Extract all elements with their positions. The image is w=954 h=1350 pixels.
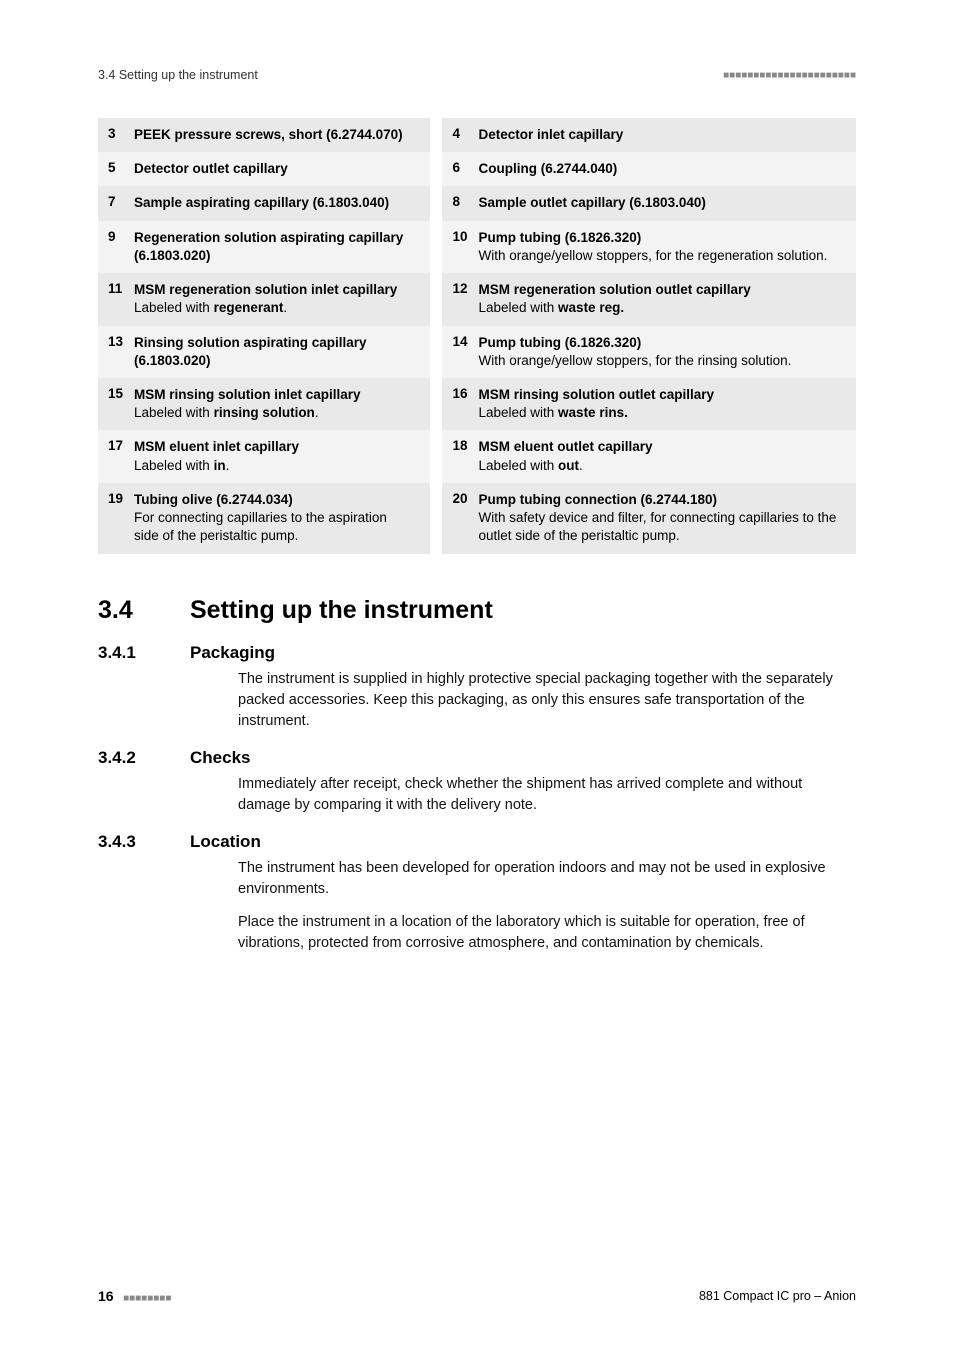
legend-row: 5Detector outlet capillary 6Coupling (6.2… bbox=[98, 152, 856, 186]
legend-row: 19Tubing olive (6.2744.034)For connectin… bbox=[98, 483, 856, 554]
legend-cell: Coupling (6.2744.040) bbox=[478, 152, 856, 186]
legend-cell: 20 bbox=[442, 483, 478, 554]
legend-row: 11MSM regeneration solution inlet capill… bbox=[98, 273, 856, 325]
legend-gap bbox=[430, 186, 442, 220]
legend-cell: MSM rinsing solution outlet capillaryLab… bbox=[478, 378, 856, 430]
subsection-heading: 3.4.3Location bbox=[98, 832, 856, 852]
legend-cell: 11 bbox=[98, 273, 134, 325]
legend-cell: Tubing olive (6.2744.034)For connecting … bbox=[134, 483, 430, 554]
legend-cell: Sample aspirating capillary (6.1803.040) bbox=[134, 186, 430, 220]
legend-cell: 6 bbox=[442, 152, 478, 186]
legend-gap bbox=[430, 273, 442, 325]
legend-gap bbox=[430, 118, 442, 152]
footer-left: 16 ■■■■■■■■ bbox=[98, 1288, 171, 1304]
section-title-text: Setting up the instrument bbox=[190, 596, 493, 624]
body-paragraph: Immediately after receipt, check whether… bbox=[238, 774, 856, 816]
legend-cell: 13 bbox=[98, 326, 134, 378]
legend-cell: 17 bbox=[98, 430, 134, 482]
legend-cell: Regeneration solution aspirating capilla… bbox=[134, 221, 430, 273]
legend-row: 17MSM eluent inlet capillaryLabeled with… bbox=[98, 430, 856, 482]
footer-dashes: ■■■■■■■■ bbox=[123, 1293, 171, 1304]
legend-cell: MSM eluent outlet capillaryLabeled with … bbox=[478, 430, 856, 482]
legend-cell: MSM rinsing solution inlet capillaryLabe… bbox=[134, 378, 430, 430]
header-section-ref: 3.4 Setting up the instrument bbox=[98, 68, 258, 82]
body-paragraph: The instrument is supplied in highly pro… bbox=[238, 669, 856, 732]
legend-cell: Detector inlet capillary bbox=[478, 118, 856, 152]
legend-cell: MSM eluent inlet capillaryLabeled with i… bbox=[134, 430, 430, 482]
legend-cell: MSM regeneration solution inlet capillar… bbox=[134, 273, 430, 325]
subsection-heading: 3.4.1Packaging bbox=[98, 643, 856, 663]
legend-cell: Sample outlet capillary (6.1803.040) bbox=[478, 186, 856, 220]
legend-cell: 15 bbox=[98, 378, 134, 430]
legend-cell: Rinsing solution aspirating capillary (6… bbox=[134, 326, 430, 378]
footer-doc: 881 Compact IC pro – Anion bbox=[699, 1289, 856, 1303]
page-number: 16 bbox=[98, 1288, 114, 1304]
legend-row: 7Sample aspirating capillary (6.1803.040… bbox=[98, 186, 856, 220]
legend-cell: Detector outlet capillary bbox=[134, 152, 430, 186]
legend-row: 13Rinsing solution aspirating capillary … bbox=[98, 326, 856, 378]
legend-cell: MSM regeneration solution outlet capilla… bbox=[478, 273, 856, 325]
legend-gap bbox=[430, 326, 442, 378]
page-header: 3.4 Setting up the instrument ■■■■■■■■■■… bbox=[98, 68, 856, 82]
legend-cell: 8 bbox=[442, 186, 478, 220]
legend-cell: 3 bbox=[98, 118, 134, 152]
legend-gap bbox=[430, 221, 442, 273]
legend-gap bbox=[430, 152, 442, 186]
legend-cell: Pump tubing connection (6.2744.180)With … bbox=[478, 483, 856, 554]
legend-cell: 18 bbox=[442, 430, 478, 482]
legend-cell: Pump tubing (6.1826.320)With orange/yell… bbox=[478, 326, 856, 378]
legend-cell: 7 bbox=[98, 186, 134, 220]
legend-cell: 9 bbox=[98, 221, 134, 273]
body-paragraph: Place the instrument in a location of th… bbox=[238, 912, 856, 954]
legend-row: 9Regeneration solution aspirating capill… bbox=[98, 221, 856, 273]
body-paragraph: The instrument has been developed for op… bbox=[238, 858, 856, 900]
legend-cell: 14 bbox=[442, 326, 478, 378]
legend-gap bbox=[430, 430, 442, 482]
section-num: 3.4 bbox=[98, 596, 190, 625]
legend-gap bbox=[430, 483, 442, 554]
legend-table: 3PEEK pressure screws, short (6.2744.070… bbox=[98, 118, 856, 554]
legend-row: 15MSM rinsing solution inlet capillaryLa… bbox=[98, 378, 856, 430]
page-footer: 16 ■■■■■■■■ 881 Compact IC pro – Anion bbox=[98, 1288, 856, 1304]
header-dashes: ■■■■■■■■■■■■■■■■■■■■■■ bbox=[723, 70, 856, 81]
legend-cell: 19 bbox=[98, 483, 134, 554]
legend-cell: PEEK pressure screws, short (6.2744.070) bbox=[134, 118, 430, 152]
legend-cell: 4 bbox=[442, 118, 478, 152]
legend-gap bbox=[430, 378, 442, 430]
section-heading: 3.4Setting up the instrument bbox=[98, 596, 856, 625]
legend-row: 3PEEK pressure screws, short (6.2744.070… bbox=[98, 118, 856, 152]
legend-cell: 5 bbox=[98, 152, 134, 186]
legend-cell: 16 bbox=[442, 378, 478, 430]
legend-cell: 10 bbox=[442, 221, 478, 273]
legend-cell: Pump tubing (6.1826.320)With orange/yell… bbox=[478, 221, 856, 273]
subsection-heading: 3.4.2Checks bbox=[98, 748, 856, 768]
legend-cell: 12 bbox=[442, 273, 478, 325]
